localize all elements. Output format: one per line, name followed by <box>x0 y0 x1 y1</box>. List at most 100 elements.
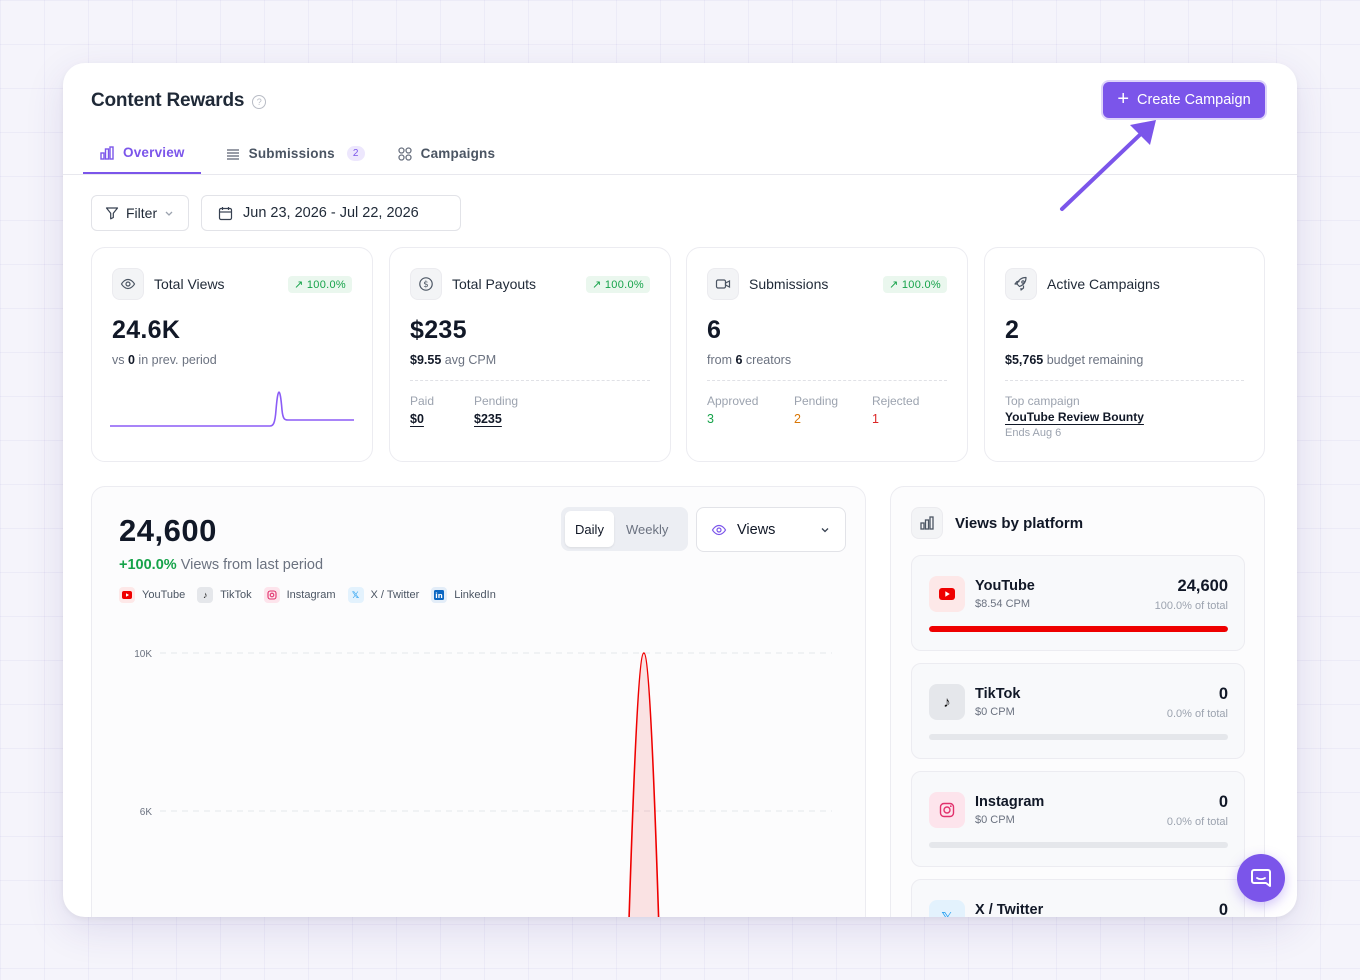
eye-icon <box>711 524 727 535</box>
page-title: Content Rewards <box>91 90 245 111</box>
card-title: Submissions <box>749 276 829 292</box>
total-views-card: Total Views ↗ 100.0% 24.6K vs 0 in prev.… <box>91 247 373 462</box>
tab-submissions-label: Submissions <box>248 146 335 161</box>
tiktok-icon: ♪ <box>197 587 214 603</box>
daily-toggle[interactable]: Daily <box>565 511 614 547</box>
rejected-label: Rejected <box>872 394 920 408</box>
platform-cpm: $0 CPM <box>975 814 1015 826</box>
platform-share: 100.0% of total <box>1154 600 1228 612</box>
platform-name: YouTube <box>975 578 1035 594</box>
tab-bar: Overview Submissions 2 Campaigns <box>83 133 511 174</box>
card-title: Active Campaigns <box>1047 276 1160 292</box>
platform-panel-header: Views by platform <box>911 507 1083 539</box>
card-value: $235 <box>410 316 467 344</box>
platform-share-bar <box>929 734 1228 740</box>
chevron-down-icon <box>165 211 173 216</box>
top-campaign-link[interactable]: YouTube Review Bounty <box>1005 410 1144 424</box>
platform-share: 0.0% of total <box>1166 816 1228 828</box>
platform-cpm: $0 CPM <box>975 706 1015 718</box>
help-icon[interactable]: ? <box>252 94 267 109</box>
x-twitter-icon: 𝕏 <box>929 900 965 917</box>
legend-youtube[interactable]: YouTube <box>119 587 185 603</box>
filter-label: Filter <box>126 205 158 221</box>
youtube-icon <box>119 587 135 603</box>
chat-support-button[interactable] <box>1237 854 1285 902</box>
legend-linkedin[interactable]: in LinkedIn <box>431 587 496 603</box>
youtube-series-line <box>628 652 660 917</box>
plus-icon: + <box>1117 88 1130 110</box>
legend-instagram[interactable]: Instagram <box>263 587 336 603</box>
trend-badge: ↗ 100.0% <box>586 276 650 293</box>
date-range-picker[interactable]: Jun 23, 2026 - Jul 22, 2026 <box>201 195 461 231</box>
total-payouts-card: $ Total Payouts ↗ 100.0% $235 $9.55 avg … <box>389 247 671 462</box>
filter-button[interactable]: Filter <box>91 195 189 231</box>
card-subtext: $5,765 budget remaining <box>1005 353 1144 367</box>
x-twitter-icon: 𝕏 <box>347 587 364 603</box>
create-campaign-button[interactable]: + Create Campaign <box>1103 82 1265 118</box>
top-campaign-label: Top campaign <box>1005 394 1080 408</box>
date-range-label: Jun 23, 2026 - Jul 22, 2026 <box>243 205 419 221</box>
card-value: 6 <box>707 316 722 344</box>
views-by-platform-panel: Views by platform YouTube $8.54 CPM 24,6… <box>890 486 1265 917</box>
weekly-toggle[interactable]: Weekly <box>626 521 669 537</box>
app-window: Content Rewards ? + Create Campaign Over… <box>63 63 1297 917</box>
submissions-card: Submissions ↗ 100.0% 6 from 6 creators A… <box>686 247 968 462</box>
trend-badge: ↗ 100.0% <box>883 276 947 293</box>
page-header: Content Rewards ? <box>91 90 267 112</box>
chevron-down-icon <box>821 527 829 532</box>
platform-share-bar <box>929 626 1228 632</box>
tab-submissions[interactable]: Submissions 2 <box>209 133 381 174</box>
platform-name: X / Twitter <box>975 902 1044 917</box>
calendar-icon <box>218 206 233 220</box>
top-campaign-ends: Ends Aug 6 <box>1005 427 1062 439</box>
dollar-icon: $ <box>410 268 442 300</box>
legend-tiktok[interactable]: ♪ TikTok <box>197 587 252 603</box>
annotation-arrow <box>1060 120 1156 211</box>
create-campaign-label: Create Campaign <box>1137 92 1251 108</box>
rocket-icon <box>1005 268 1037 300</box>
card-subtext: vs 0 in prev. period <box>112 353 217 367</box>
rejected-value: 1 <box>872 412 879 426</box>
bar-chart-icon <box>911 507 943 539</box>
platform-views: 24,600 <box>1177 577 1228 595</box>
paid-label: Paid <box>410 394 435 408</box>
chat-icon <box>1251 869 1271 887</box>
svg-text:in: in <box>436 592 443 600</box>
grid-icon <box>397 146 412 161</box>
pending-label: Pending <box>474 394 519 408</box>
tab-overview[interactable]: Overview <box>83 133 201 174</box>
pending-label: Pending <box>794 394 839 408</box>
metric-select[interactable]: Views <box>696 507 846 552</box>
platform-views: 0 <box>1218 901 1228 917</box>
platform-share-fill <box>929 626 1228 632</box>
eye-icon <box>112 268 144 300</box>
trend-badge: ↗ 100.0% <box>288 276 352 293</box>
card-value: 24.6K <box>112 316 181 344</box>
platform-row-youtube[interactable]: YouTube $8.54 CPM 24,600 100.0% of total <box>911 555 1245 651</box>
card-value: 2 <box>1005 316 1020 344</box>
approved-value: 3 <box>707 412 714 426</box>
growth-text: +100.0% Views from last period <box>119 557 324 573</box>
card-title: Total Payouts <box>452 276 537 292</box>
list-icon <box>226 148 239 160</box>
platform-row-instagram[interactable]: Instagram $0 CPM 0 0.0% of total <box>911 771 1245 867</box>
card-divider <box>1005 380 1244 381</box>
tab-campaigns[interactable]: Campaigns <box>381 133 512 174</box>
platform-name: Instagram <box>975 794 1045 810</box>
bar-chart-icon <box>100 145 114 160</box>
card-subtext: from 6 creators <box>707 353 792 367</box>
pending-value[interactable]: $235 <box>474 412 502 426</box>
platform-share-bar <box>929 842 1228 848</box>
paid-value: $0 <box>410 412 424 426</box>
y-tick-label: 10K <box>134 649 152 660</box>
platform-panel-title: Views by platform <box>955 514 1084 532</box>
views-sparkline <box>110 391 354 427</box>
filter-icon <box>105 207 119 220</box>
platform-row-x-twitter[interactable]: 𝕏 X / Twitter 0 <box>911 879 1245 917</box>
instagram-icon <box>929 792 965 828</box>
linkedin-icon: in <box>431 587 448 603</box>
platform-row-tiktok[interactable]: ♪ TikTok $0 CPM 0 0.0% of total <box>911 663 1245 759</box>
platform-name: TikTok <box>975 686 1021 702</box>
